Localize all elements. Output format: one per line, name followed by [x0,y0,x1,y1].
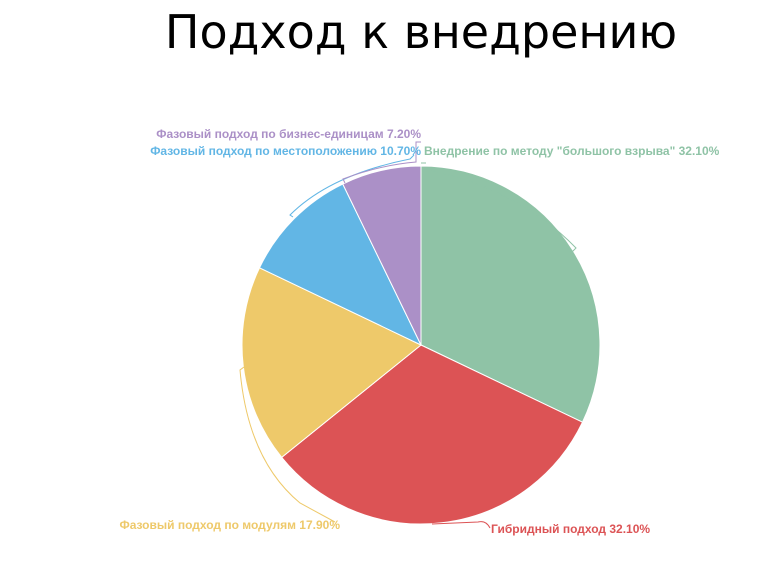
slice-label: Фазовый подход по модулям 17.90% [119,518,340,532]
pie-slice[interactable] [280,344,584,525]
slice-label: Внедрение по методу "большого взрыва" 32… [424,144,720,158]
pie-slice[interactable] [342,165,422,346]
slice-label: Гибридный подход 32.10% [491,522,650,536]
pie-slice[interactable] [258,183,423,347]
leader-line [289,154,415,218]
pie-slice[interactable] [241,267,422,459]
slice-label: Фазовый подход по местоположению 10.70% [150,144,421,158]
pie-slice[interactable] [420,165,601,423]
pie-leader-lines [239,141,577,529]
pie-labels: Внедрение по методу "большого взрыва" 32… [119,127,719,536]
leader-line [421,162,577,253]
leader-line [342,141,421,184]
leader-line [431,521,491,529]
chart-title: Подход к внедрению [164,5,678,59]
slice-label: Фазовый подход по бизнес-единицам 7.20% [156,127,421,141]
pie-slices [241,165,601,525]
leader-line [239,366,336,523]
